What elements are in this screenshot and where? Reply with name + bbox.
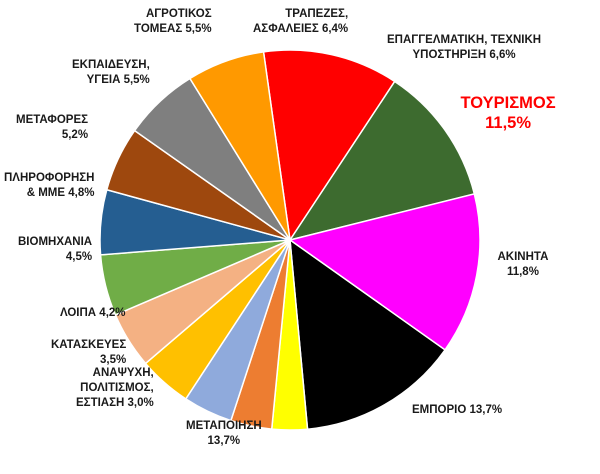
slice-label-6: ΚΑΤΑΣΚΕΥΕΣ 3,5% (51, 339, 127, 366)
slice-label-12: ΑΓΡΟΤΙΚΟΣ ΤΟΜΕΑΣ 5,5% (134, 8, 212, 35)
slice-label-14: ΕΠΑΓΓΕΛΜΑΤΙΚΗ, ΤΕΧΝΙΚΗ ΥΠΟΣΤΗΡΙΞΗ 6,6% (387, 34, 542, 61)
slice-label-8: ΒΙΟΜΗΧΑΝΙΑ 4,5% (18, 236, 93, 263)
pie-slice-2 (288, 80, 476, 242)
slice-label-13: ΤΡΑΠΕΖΕΣ, ΑΣΦΑΛΕΙΕΣ 6,4% (253, 8, 349, 35)
slice-label-9: ΠΛΗΡΟΦΟΡΗΣΗ & ΜΜΕ 4,8% (4, 172, 95, 199)
pie-slice-1 (262, 49, 396, 243)
slice-label-1: ΤΟΥΡΙΣΜΟΣ 11,5% (460, 94, 556, 132)
slice-label-5: ΑΝΑΨΥΧΗ, ΠΟΛΙΤΙΣΜΟΣ, ΕΣΤΙΑΣΗ 3,0% (76, 366, 154, 409)
slice-label-11: ΕΚΠΑΙΔΕΥΣΗ, ΥΓΕΙΑ 5,5% (72, 59, 150, 86)
slice-label-3: ΕΜΠΟΡΙΟ 13,7% (412, 403, 503, 416)
slice-label-10: ΜΕΤΑΦΟΡΕΣ 5,2% (16, 114, 89, 141)
pie-slice-14 (188, 51, 291, 241)
pie-slice-4 (289, 238, 447, 431)
slice-label-4: ΜΕΤΑΠΟΙΗΣΗ 13,7% (186, 420, 262, 447)
slice-label-2: ΑΚΙΝΗΤΑ 11,8% (497, 251, 549, 278)
pie-slice-3 (288, 193, 481, 351)
slice-label-7: ΛΟΙΠΑ 4,2% (60, 306, 126, 319)
